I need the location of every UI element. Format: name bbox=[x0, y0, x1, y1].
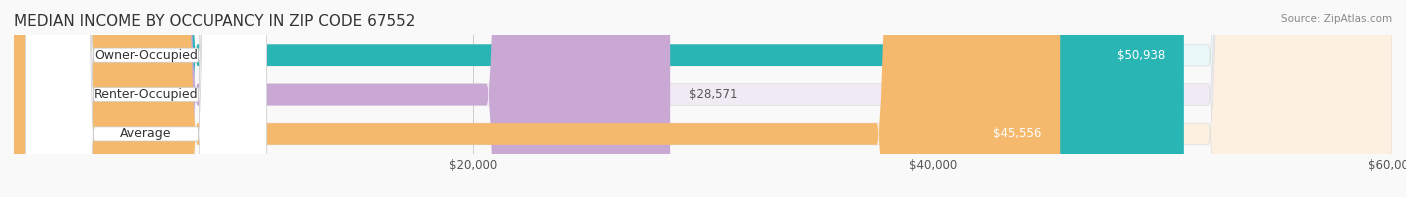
Text: Owner-Occupied: Owner-Occupied bbox=[94, 49, 198, 62]
FancyBboxPatch shape bbox=[14, 0, 1392, 197]
FancyBboxPatch shape bbox=[14, 0, 1060, 197]
Text: Average: Average bbox=[121, 127, 172, 140]
Text: MEDIAN INCOME BY OCCUPANCY IN ZIP CODE 67552: MEDIAN INCOME BY OCCUPANCY IN ZIP CODE 6… bbox=[14, 14, 415, 29]
Text: $50,938: $50,938 bbox=[1118, 49, 1166, 62]
FancyBboxPatch shape bbox=[25, 0, 267, 197]
Text: Source: ZipAtlas.com: Source: ZipAtlas.com bbox=[1281, 14, 1392, 24]
FancyBboxPatch shape bbox=[14, 0, 671, 197]
Text: $45,556: $45,556 bbox=[994, 127, 1042, 140]
FancyBboxPatch shape bbox=[14, 0, 1184, 197]
Text: Renter-Occupied: Renter-Occupied bbox=[94, 88, 198, 101]
FancyBboxPatch shape bbox=[25, 0, 267, 197]
Text: $28,571: $28,571 bbox=[689, 88, 737, 101]
FancyBboxPatch shape bbox=[14, 0, 1392, 197]
FancyBboxPatch shape bbox=[25, 0, 267, 197]
FancyBboxPatch shape bbox=[14, 0, 1392, 197]
